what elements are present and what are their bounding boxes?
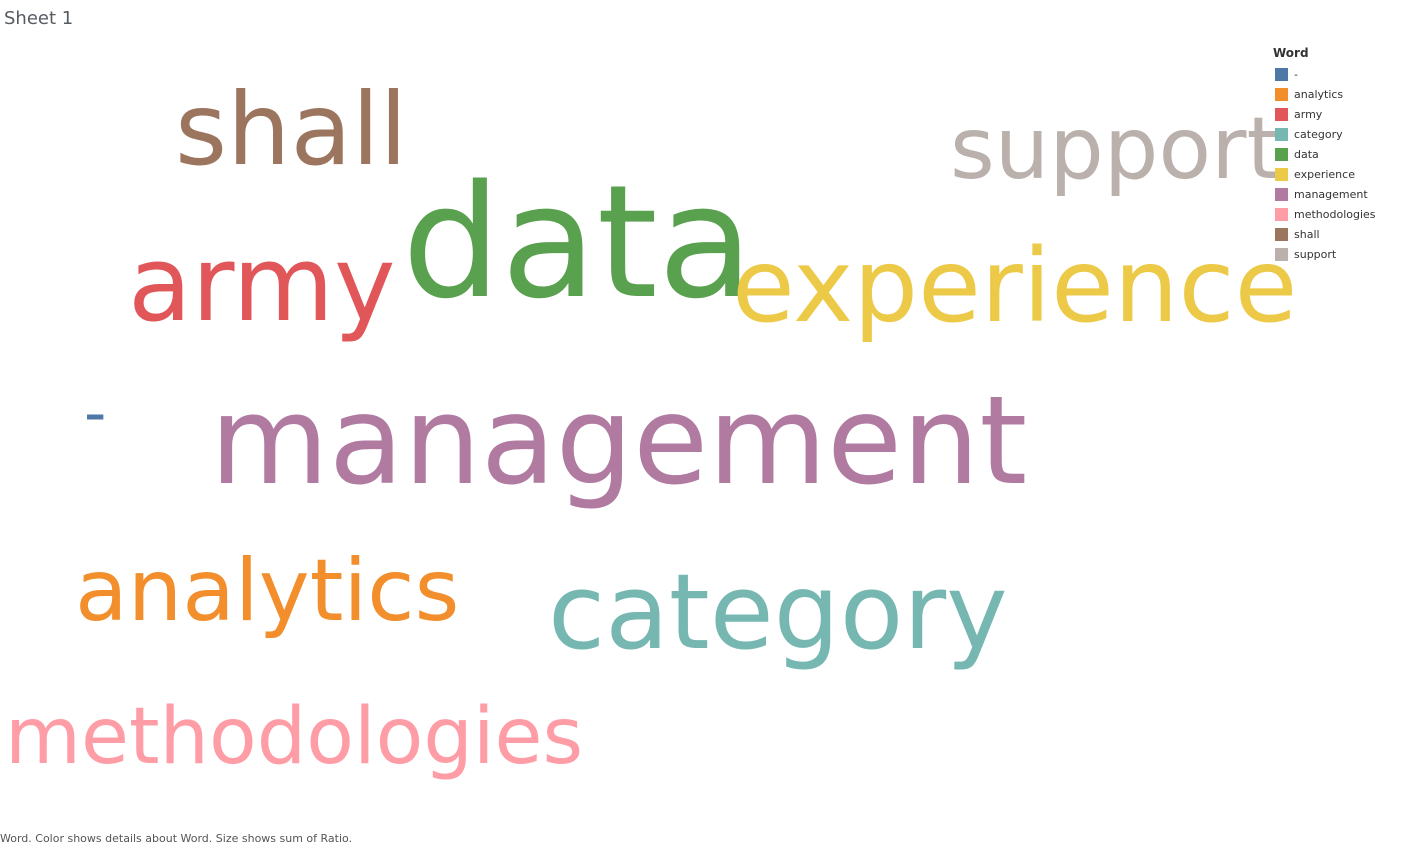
word-data[interactable]: data: [402, 151, 754, 333]
legend-swatch: [1275, 227, 1288, 241]
word-support[interactable]: support: [950, 99, 1281, 199]
word-management[interactable]: management: [210, 370, 1028, 512]
legend-label: methodologies: [1294, 207, 1376, 221]
legend-swatch: [1275, 167, 1288, 181]
legend-item[interactable]: analytics: [1273, 84, 1403, 104]
legend-label: analytics: [1294, 87, 1344, 101]
legend-label: support: [1294, 247, 1337, 261]
word-dash[interactable]: -: [84, 376, 107, 449]
legend-label: army: [1294, 107, 1323, 121]
legend-swatch: [1275, 247, 1288, 261]
legend-swatch: [1275, 127, 1288, 141]
legend-swatch: [1275, 87, 1288, 101]
legend-swatch: [1275, 207, 1288, 221]
legend-label: management: [1294, 187, 1368, 201]
legend-label: shall: [1294, 227, 1320, 241]
legend-item[interactable]: management: [1273, 184, 1403, 204]
legend-item[interactable]: army: [1273, 104, 1403, 124]
legend-item[interactable]: data: [1273, 144, 1403, 164]
legend-item[interactable]: category: [1273, 124, 1403, 144]
legend-swatch: [1275, 67, 1288, 81]
sheet-title: Sheet 1: [4, 8, 74, 29]
legend-swatch: [1275, 187, 1288, 201]
word-analytics[interactable]: analytics: [75, 541, 460, 641]
legend-item[interactable]: support: [1273, 244, 1403, 264]
legend-item[interactable]: experience: [1273, 164, 1403, 184]
legend-label: data: [1294, 147, 1319, 161]
legend-label: category: [1294, 127, 1343, 141]
word-experience[interactable]: experience: [732, 227, 1298, 346]
word-army[interactable]: army: [128, 223, 396, 345]
legend-swatch: [1275, 147, 1288, 161]
chart-caption: Word. Color shows details about Word. Si…: [0, 832, 353, 845]
legend-item[interactable]: shall: [1273, 224, 1403, 244]
legend-item[interactable]: methodologies: [1273, 204, 1403, 224]
legend-label: experience: [1294, 167, 1355, 181]
legend-swatch: [1275, 107, 1288, 121]
color-legend: Word - analytics army category data expe…: [1273, 46, 1403, 264]
word-category[interactable]: category: [548, 551, 1008, 673]
legend-item[interactable]: -: [1273, 64, 1403, 84]
word-methodologies[interactable]: methodologies: [5, 692, 584, 782]
legend-label: -: [1294, 67, 1298, 81]
word-shall[interactable]: shall: [175, 71, 408, 188]
legend-title: Word: [1273, 46, 1309, 60]
